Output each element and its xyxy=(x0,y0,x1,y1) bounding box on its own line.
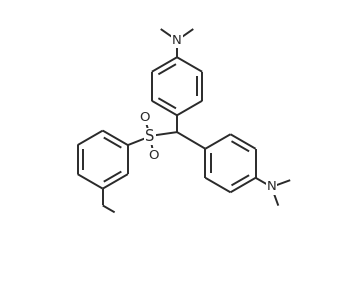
Text: N: N xyxy=(172,34,182,47)
Text: O: O xyxy=(139,111,150,124)
Text: S: S xyxy=(145,129,155,144)
Text: O: O xyxy=(149,149,159,162)
Text: N: N xyxy=(267,181,276,193)
